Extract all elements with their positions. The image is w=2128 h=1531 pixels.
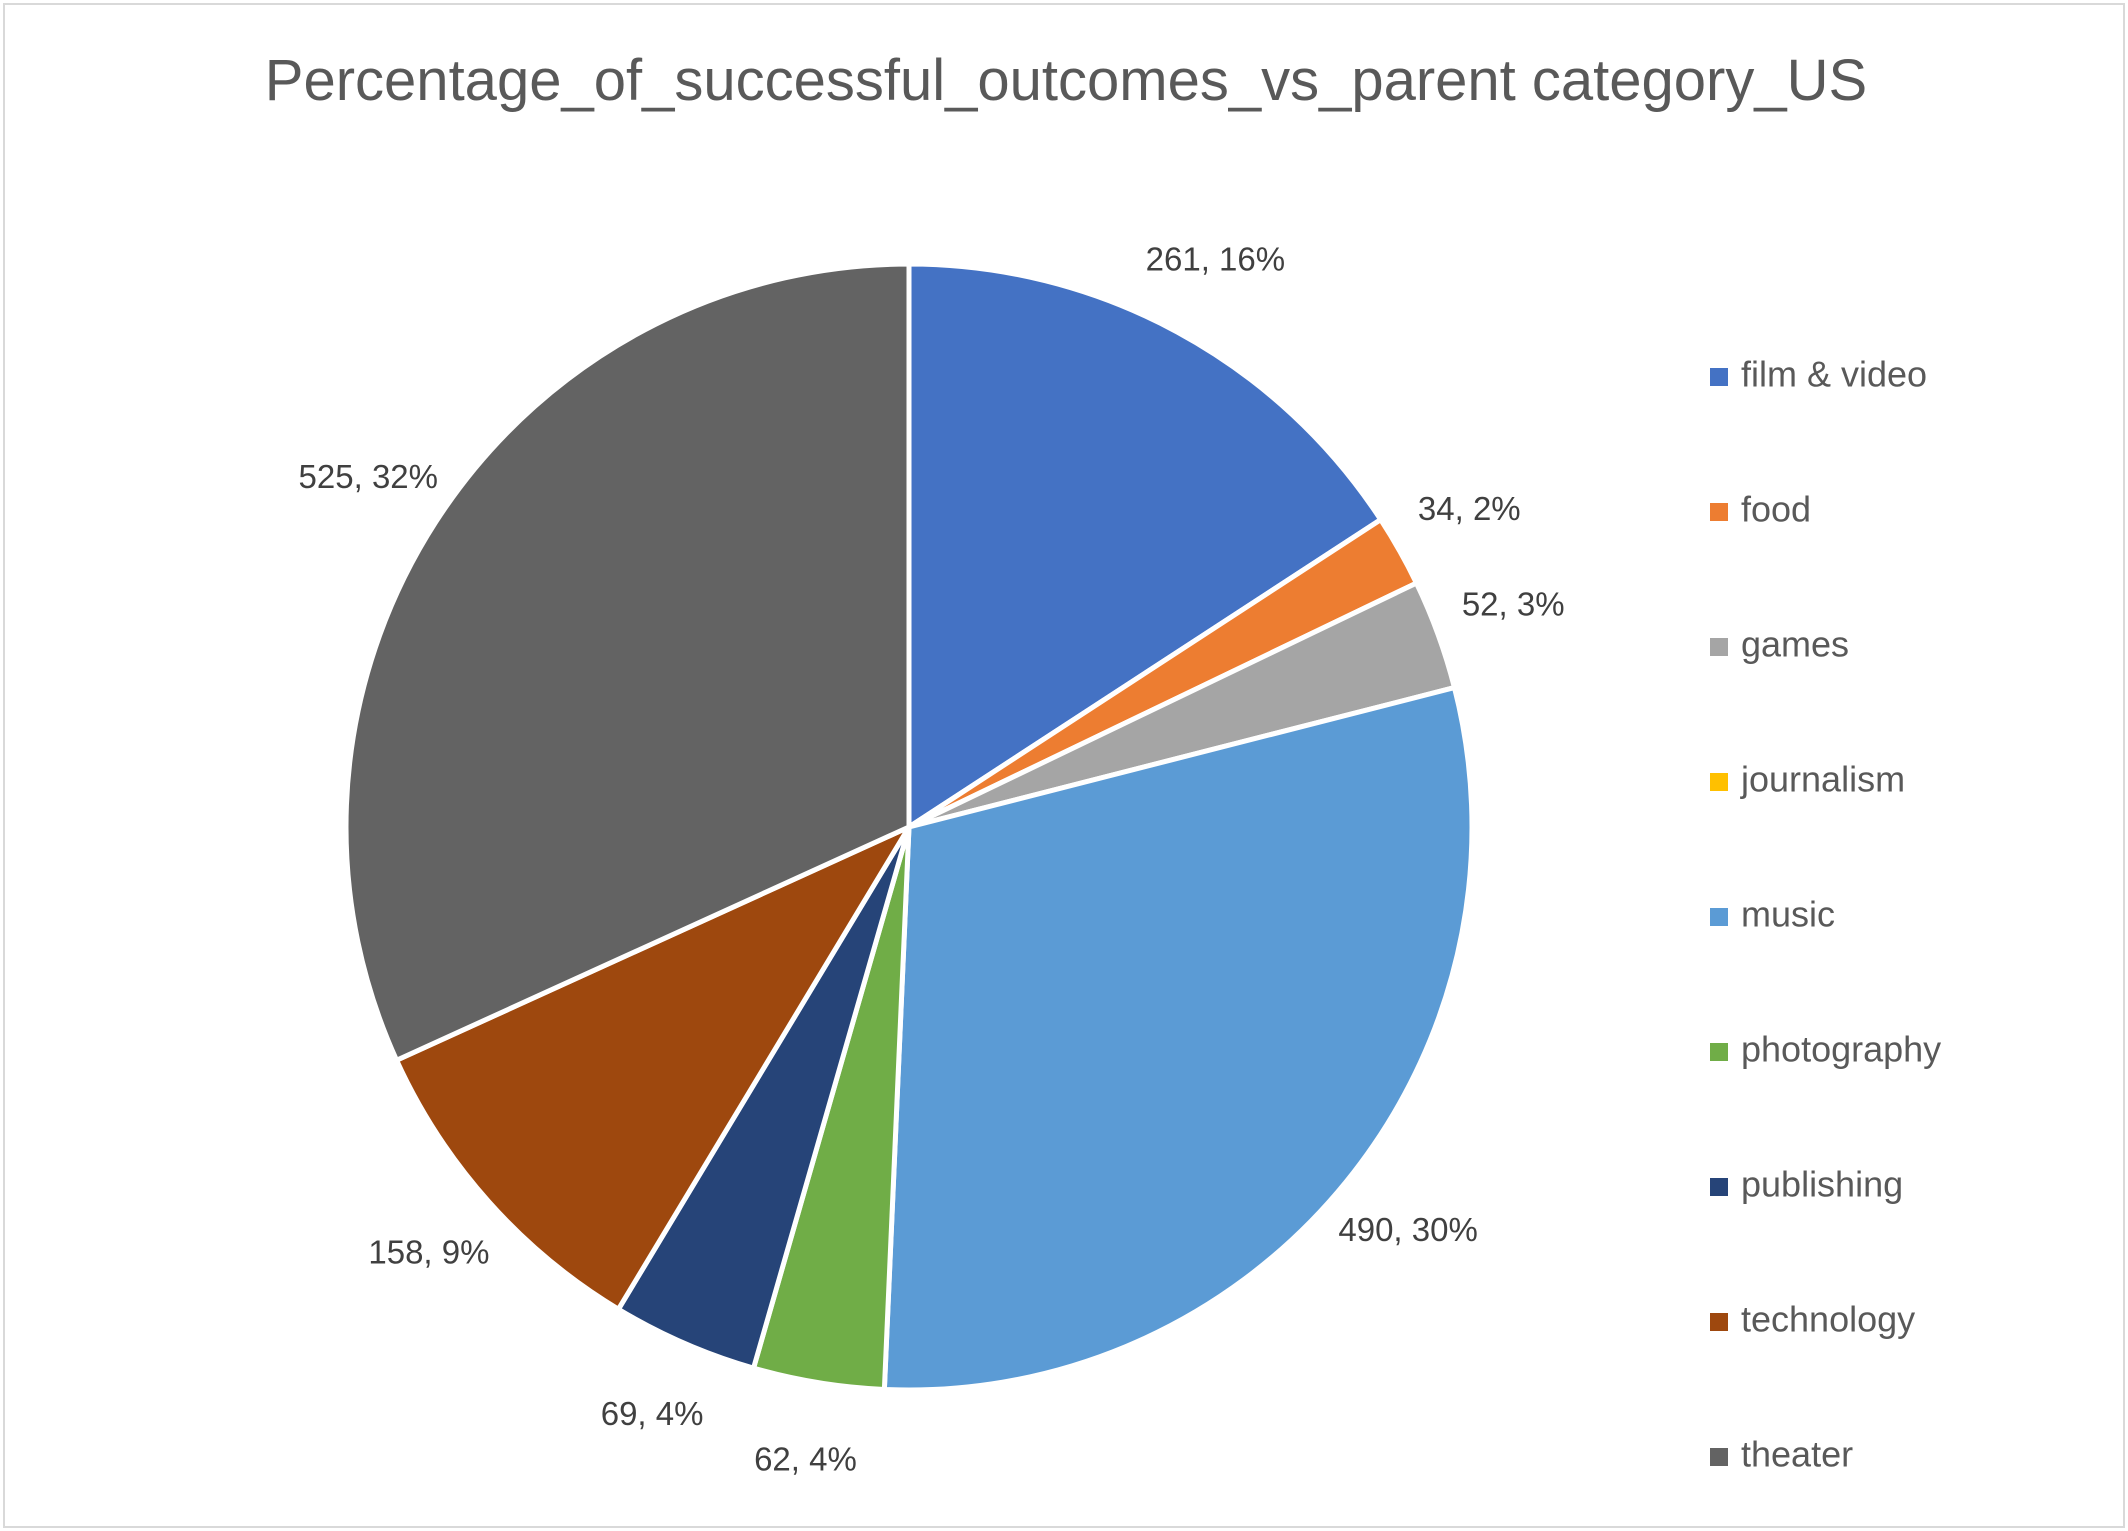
legend-label-music: music xyxy=(1741,894,1835,935)
pie-slices xyxy=(343,261,1475,1393)
legend-label-photography: photography xyxy=(1741,1029,1941,1070)
legend-label-games: games xyxy=(1741,624,1849,665)
pie-slice-theater[interactable] xyxy=(343,261,912,1063)
legend-swatch-games xyxy=(1710,638,1728,656)
data-label-food: 34, 2% xyxy=(1418,490,1521,527)
legend-label-publishing: publishing xyxy=(1741,1164,1903,1205)
chart-frame: Percentage_of_successful_outcomes_vs_par… xyxy=(3,3,2125,1528)
data-label-film-video: 261, 16% xyxy=(1146,240,1285,277)
legend-swatch-technology xyxy=(1710,1313,1728,1331)
legend-swatch-theater xyxy=(1710,1448,1728,1466)
pie-slice-technology[interactable] xyxy=(394,824,912,1312)
legend-swatch-publishing xyxy=(1710,1178,1728,1196)
data-labels: 261, 16% 34, 2% 52, 3% 490, 30% 62, 4% 69, 4%… xyxy=(299,240,1565,1477)
legend-swatch-journalism xyxy=(1710,773,1728,791)
legend-label-journalism: journalism xyxy=(1740,759,1905,800)
data-label-games: 52, 3% xyxy=(1462,586,1565,623)
legend-label-film-video: film & video xyxy=(1741,354,1927,395)
legend: film & video food games journalism music phot… xyxy=(1710,354,1941,1475)
data-label-photography: 62, 4% xyxy=(754,1440,857,1477)
legend-swatch-photography xyxy=(1710,1043,1728,1061)
data-label-publishing: 69, 4% xyxy=(601,1395,704,1432)
legend-label-food: food xyxy=(1741,489,1811,530)
legend-swatch-film-video xyxy=(1710,368,1728,386)
data-label-theater: 525, 32% xyxy=(299,458,438,495)
pie-slice-music[interactable] xyxy=(881,685,1475,1393)
data-label-music: 490, 30% xyxy=(1338,1211,1477,1248)
legend-label-technology: technology xyxy=(1741,1299,1915,1340)
legend-swatch-food xyxy=(1710,503,1728,521)
chart-title: Percentage_of_successful_outcomes_vs_par… xyxy=(265,48,1867,113)
data-label-technology: 158, 9% xyxy=(368,1233,489,1270)
pie-slice-film-video[interactable] xyxy=(906,261,1384,830)
legend-swatch-music xyxy=(1710,908,1728,926)
pie-chart: Percentage_of_successful_outcomes_vs_par… xyxy=(265,48,1941,1477)
legend-label-theater: theater xyxy=(1741,1434,1853,1475)
